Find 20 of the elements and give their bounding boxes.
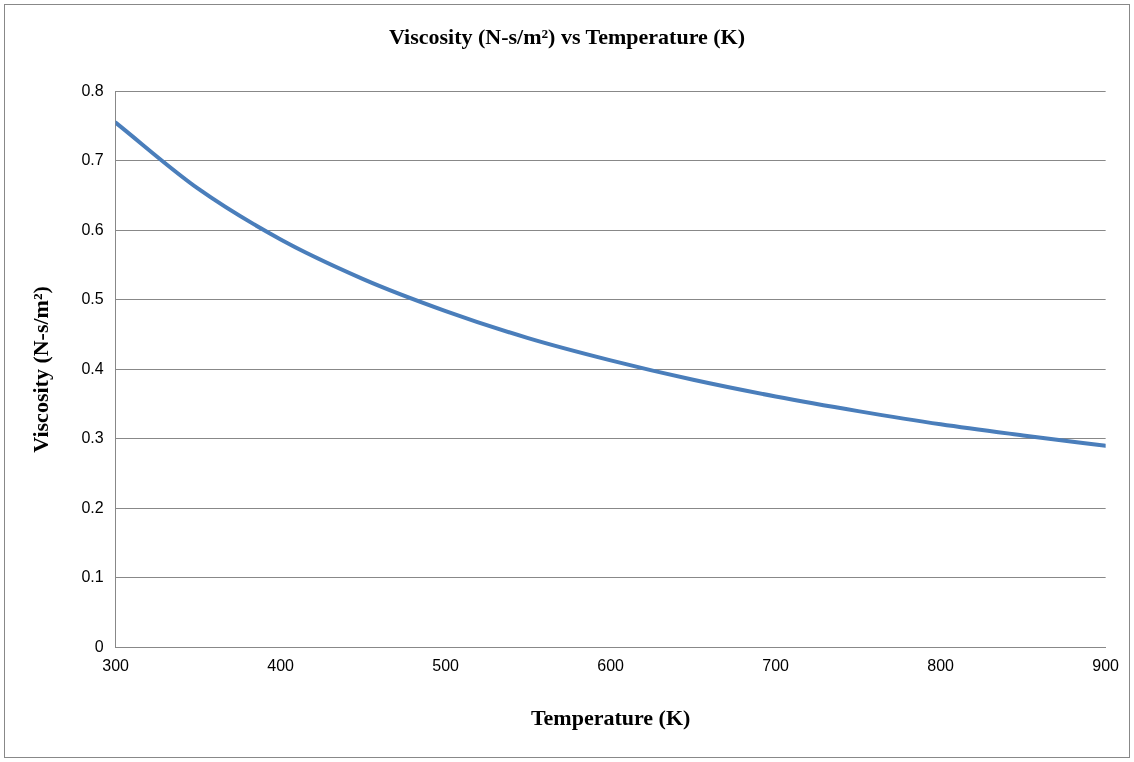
- y-tick-label: 0.3: [81, 429, 104, 447]
- chart-title: Viscosity (N-s/m²) vs Temperature (K): [388, 23, 746, 49]
- x-tick-label: 700: [762, 657, 790, 675]
- line-series: [115, 120, 1106, 448]
- x-tick-label: 900: [1092, 657, 1120, 675]
- y-tick-label: 0.1: [81, 568, 104, 586]
- y-tick-label: 0.6: [81, 220, 104, 238]
- x-axis-title: Temperature (K): [530, 705, 691, 731]
- x-tick-label: 600: [597, 657, 625, 675]
- y-tick-label: 0.8: [81, 81, 104, 99]
- y-tick-label: 0.5: [81, 290, 104, 308]
- x-tick-label: 800: [927, 657, 955, 675]
- x-tick-label: 400: [267, 657, 295, 675]
- y-tick-label: 0: [94, 637, 104, 655]
- y-tick-label: 0.4: [81, 359, 104, 377]
- x-tick-label: 300: [102, 657, 130, 675]
- y-tick-label: 0.7: [81, 151, 104, 169]
- x-tick-label: 500: [432, 657, 460, 675]
- y-axis-title: Viscosity (N-s/m²): [27, 286, 53, 453]
- y-tick-label: 0.2: [81, 498, 104, 516]
